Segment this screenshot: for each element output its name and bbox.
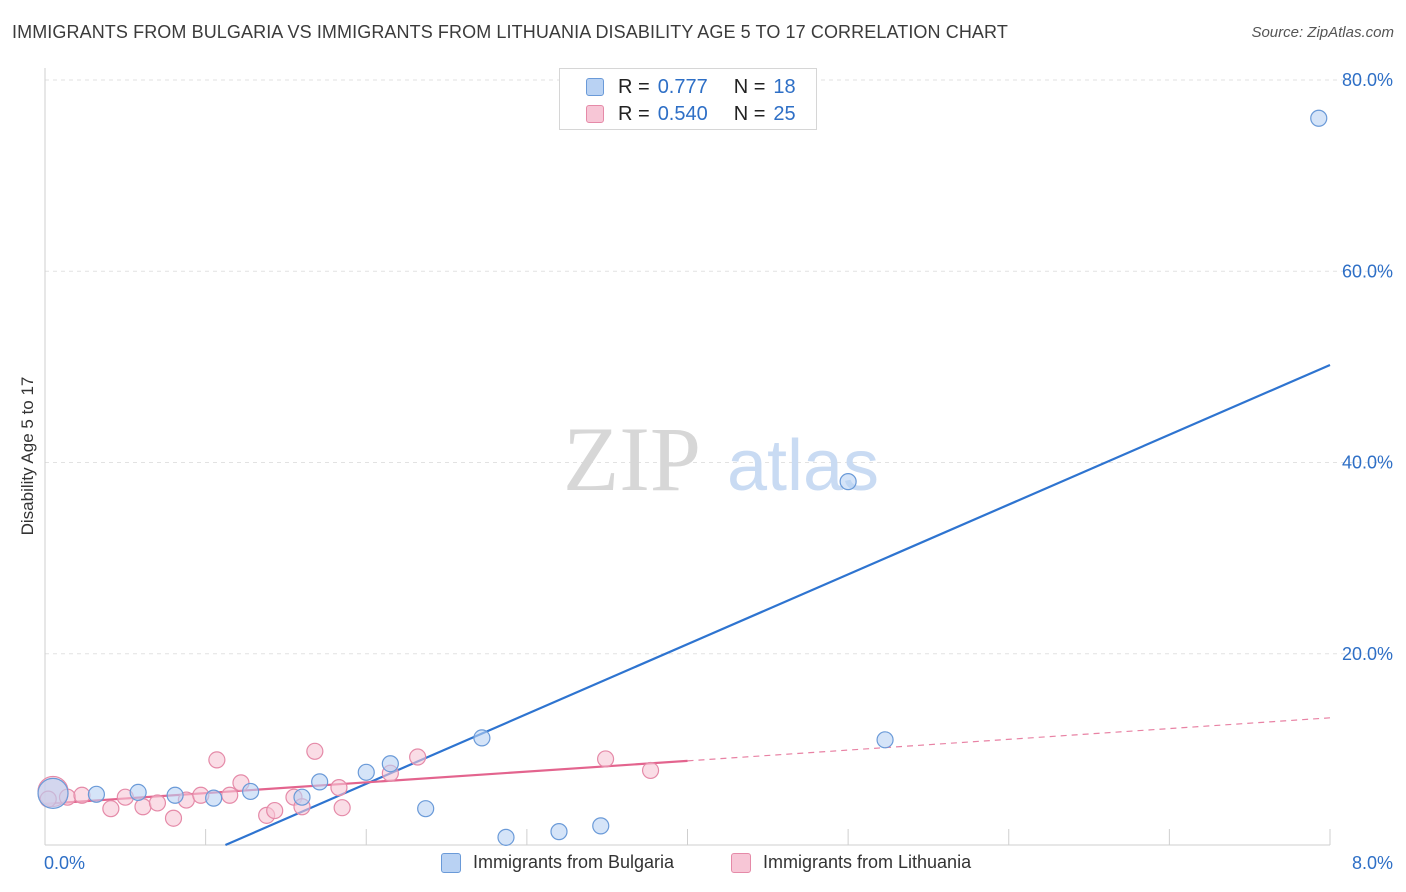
bottom-legend-swatch-bulgaria xyxy=(441,852,461,873)
bottom-legend-lithuania[interactable]: Immigrants from Lithuania xyxy=(731,852,971,873)
y-tick-label: 80.0% xyxy=(1342,70,1393,90)
data-point-bulgaria xyxy=(839,473,857,491)
watermark-zip: ZIP xyxy=(563,408,701,510)
data-point-lithuania xyxy=(148,794,167,812)
data-point-lithuania xyxy=(208,751,226,769)
y-tick-label: 40.0% xyxy=(1342,453,1393,473)
data-point-lithuania xyxy=(73,786,91,804)
data-point-bulgaria xyxy=(205,789,223,807)
y-axis-label: Disability Age 5 to 17 xyxy=(18,376,37,536)
data-point-lithuania xyxy=(134,798,152,816)
data-point-lithuania xyxy=(333,799,351,817)
bottom-legend-label-bulgaria: Immigrants from Bulgaria xyxy=(473,852,675,872)
tick-labels: 20.0% 40.0% 60.0% 80.0% 0.0% 8.0% xyxy=(44,70,1393,873)
data-point-bulgaria xyxy=(311,773,329,791)
chart-title: IMMIGRANTS FROM BULGARIA VS IMMIGRANTS F… xyxy=(12,22,1008,42)
x-tick-label-max: 8.0% xyxy=(1352,853,1393,873)
legend-r-value: 0.777 xyxy=(657,75,708,98)
data-point-bulgaria xyxy=(37,777,69,809)
data-point-bulgaria xyxy=(876,731,894,749)
data-point-lithuania xyxy=(641,761,660,780)
data-point-lithuania xyxy=(409,748,427,766)
data-point-lithuania xyxy=(102,800,120,818)
y-tick-label: 60.0% xyxy=(1342,261,1393,281)
data-point-lithuania xyxy=(164,809,183,827)
data-point-lithuania xyxy=(306,742,324,760)
data-point-bulgaria xyxy=(242,782,260,801)
legend-n-label: N = xyxy=(733,75,766,98)
data-point-bulgaria xyxy=(357,763,375,781)
data-point-bulgaria xyxy=(550,823,568,841)
legend-r-value: 0.540 xyxy=(657,102,708,125)
bottom-legend-swatch-lithuania xyxy=(731,852,751,873)
legend-n-value: 18 xyxy=(773,75,796,98)
data-point-bulgaria xyxy=(166,786,184,804)
data-point-lithuania xyxy=(266,801,284,820)
data-point-bulgaria xyxy=(417,800,435,818)
y-tick-label: 20.0% xyxy=(1342,644,1393,664)
grid-lines xyxy=(45,79,1390,655)
x-tick-label-min: 0.0% xyxy=(44,853,85,873)
watermark-atlas: atlas xyxy=(727,426,879,506)
data-point-bulgaria xyxy=(87,785,106,803)
legend-row-bulgaria: R = 0.777 N = 18 xyxy=(586,75,796,99)
legend-swatch-lithuania xyxy=(586,105,604,123)
axes xyxy=(44,68,1331,846)
legend-r-label: R = xyxy=(618,102,650,125)
watermark: ZIP atlas xyxy=(563,408,879,510)
data-point-bulgaria xyxy=(473,729,491,747)
data-point-bulgaria xyxy=(592,817,610,835)
legend-swatch-bulgaria xyxy=(586,78,604,96)
data-point-lithuania xyxy=(330,779,348,797)
bottom-legend-label-lithuania: Immigrants from Lithuania xyxy=(763,852,972,872)
legend-n-value: 25 xyxy=(773,102,796,125)
legend-r-label: R = xyxy=(618,75,650,98)
data-point-lithuania xyxy=(596,750,615,768)
trend-line-dashed-1 xyxy=(687,717,1331,762)
data-point-lithuania xyxy=(221,786,239,804)
data-points xyxy=(37,109,1328,846)
trend-line-0 xyxy=(224,363,1331,847)
correlation-legend: R = 0.777 N = 18 R = 0.540 N = 25 xyxy=(559,68,817,130)
data-point-bulgaria xyxy=(129,783,147,802)
legend-n-label: N = xyxy=(733,102,766,125)
source-label: Source: ZipAtlas.com xyxy=(1251,24,1394,41)
legend-row-lithuania: R = 0.540 N = 25 xyxy=(586,102,796,126)
data-point-bulgaria xyxy=(1310,109,1328,127)
data-point-bulgaria xyxy=(293,788,311,806)
data-point-bulgaria xyxy=(497,828,515,846)
data-point-bulgaria xyxy=(381,755,399,773)
bottom-legend-bulgaria[interactable]: Immigrants from Bulgaria xyxy=(441,852,674,873)
